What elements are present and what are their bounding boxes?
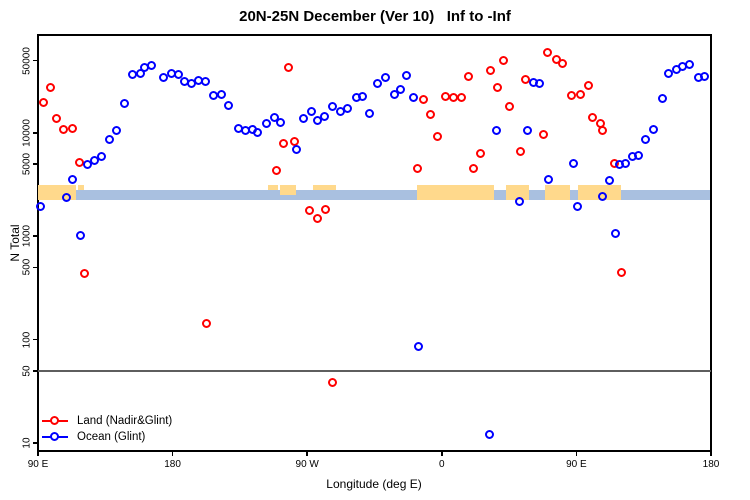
x-axis-tick-label: 90 E: [27, 458, 49, 470]
chart-title: 20N-25N December (Ver 10) Inf to -Inf: [239, 8, 511, 25]
y-axis-tick-label: 100: [21, 331, 33, 348]
plot-area: [37, 34, 712, 452]
legend-label-ocean: Ocean (Glint): [77, 431, 146, 443]
legend-item-ocean: Ocean (Glint): [42, 429, 172, 445]
y-axis-title: N Total: [8, 224, 22, 262]
x-axis-title: Longitude (deg E): [326, 477, 422, 491]
x-axis-tick-label: 180: [164, 458, 181, 470]
y-axis-tick-label: 50000: [21, 46, 33, 75]
legend: Land (Nadir&Glint) Ocean (Glint): [42, 413, 172, 445]
land-marker-icon: [42, 416, 68, 426]
y-axis-tick-label: 1000: [21, 225, 33, 248]
x-axis-tick-label: 90 E: [566, 458, 587, 470]
x-axis-tick-label: 0: [439, 458, 445, 470]
x-axis-tick-label: 180: [702, 458, 720, 470]
ocean-marker-icon: [42, 432, 68, 442]
y-axis-tick-label: 10000: [21, 118, 33, 147]
legend-label-land: Land (Nadir&Glint): [77, 415, 173, 427]
y-axis-tick-label: 10: [21, 437, 33, 449]
y-axis-tick-label: 5000: [21, 152, 33, 176]
x-axis-tick-label: 90 W: [295, 458, 319, 470]
legend-item-land: Land (Nadir&Glint): [42, 413, 172, 429]
y-axis-tick-label: 50: [21, 365, 33, 377]
y-axis-tick-label: 500: [21, 259, 33, 276]
